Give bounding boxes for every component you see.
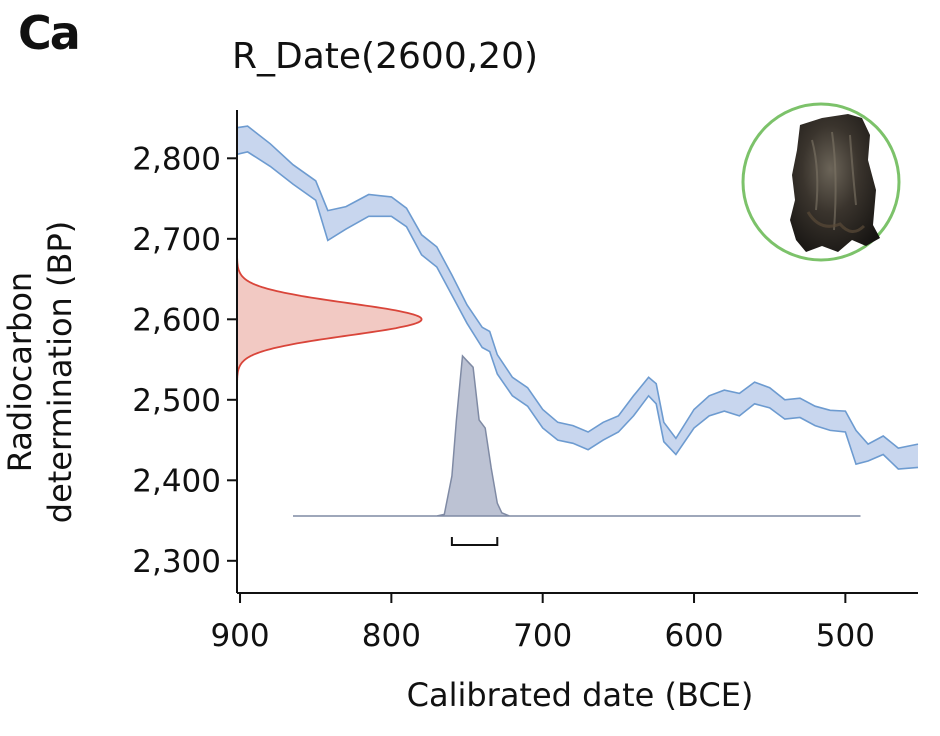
x-tick-label: 500: [816, 618, 875, 654]
x-tick-label: 600: [664, 618, 723, 654]
y-tick-label: 2,800: [132, 141, 221, 177]
distribution-layer: [236, 254, 861, 546]
calibrated-distribution: [293, 354, 861, 517]
y-tick-label: 2,400: [132, 463, 221, 499]
calibration-lower-line: [236, 151, 919, 470]
x-tick-label: 700: [513, 618, 572, 654]
x-tick-label: 900: [210, 618, 269, 654]
sample-inset: [741, 102, 901, 262]
x-axis-label: Calibrated date (BCE): [406, 676, 754, 714]
determination-line: [236, 254, 423, 384]
calibration-upper-line: [236, 125, 919, 449]
axes: 2,800 2,700 2,600 2,500 2,400 2,300 900 800 700 6…: [132, 110, 918, 654]
y-tick-label: 2,700: [132, 222, 221, 258]
calibration-curve-layer: [236, 125, 919, 470]
panel-label: Ca: [18, 6, 81, 60]
y-tick-label: 2,600: [132, 302, 221, 338]
determination-fill: [237, 254, 422, 384]
y-tick-label: 2,300: [132, 544, 221, 580]
y-tick-label: 2,500: [132, 383, 221, 419]
charcoal-sample-icon: [790, 114, 880, 252]
x-tick-label: 800: [362, 618, 421, 654]
chart-title: R_Date(2600,20): [232, 36, 539, 77]
range-bracket: [450, 537, 499, 546]
calibration-band: [237, 126, 918, 469]
